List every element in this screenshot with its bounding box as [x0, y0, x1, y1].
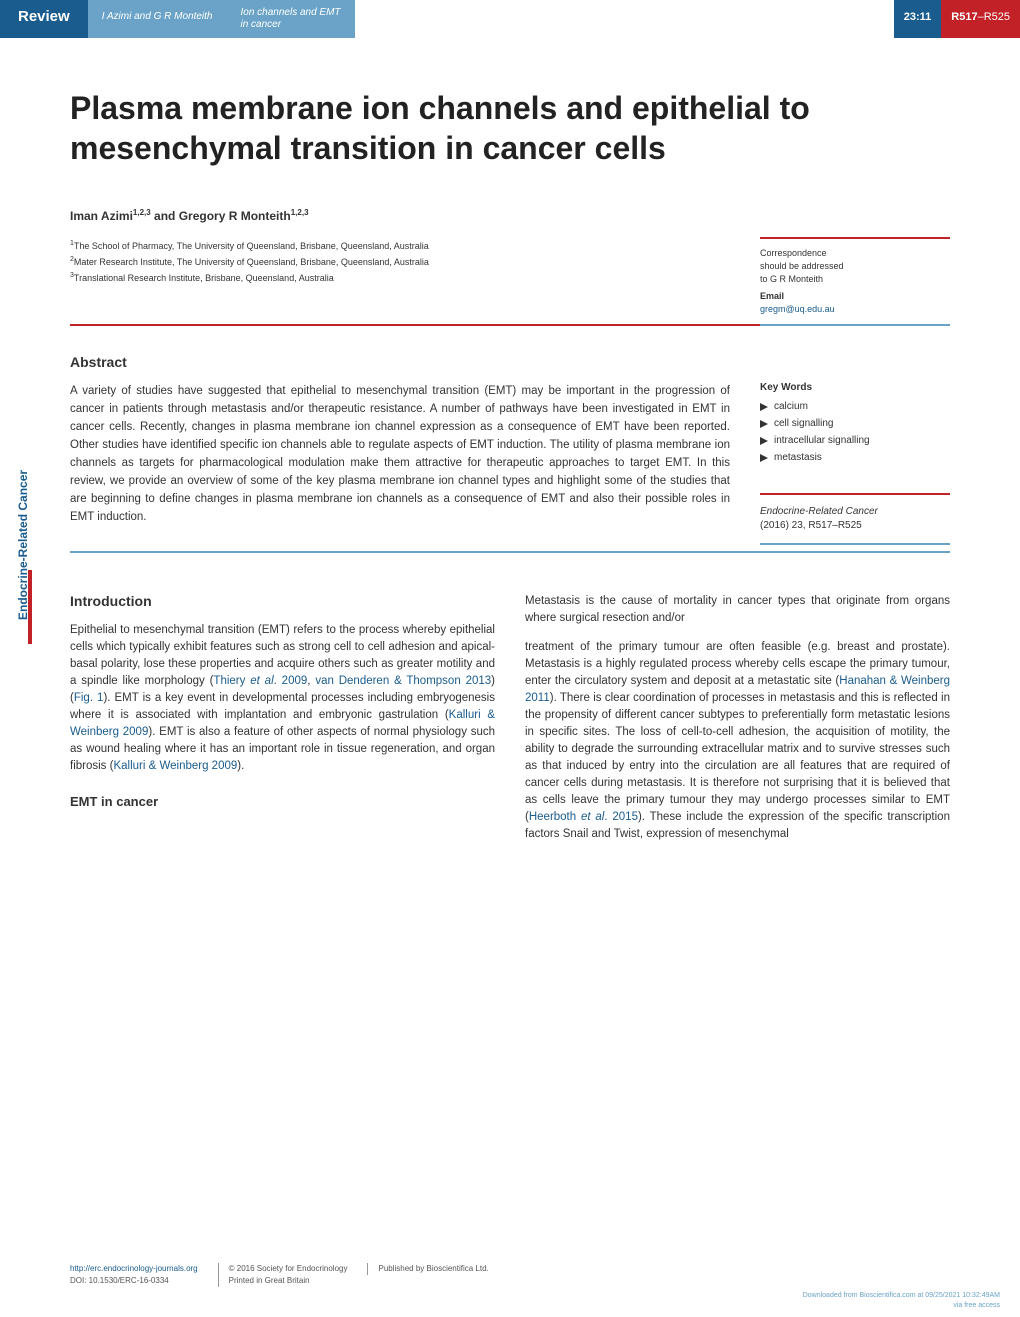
affil-2: 2Mater Research Institute, The Universit… [70, 253, 730, 269]
article-title: Plasma membrane ion channels and epithel… [70, 88, 950, 168]
footer: http://erc.endocrinology-journals.org DO… [70, 1263, 950, 1287]
header-subtitle: Ion channels and EMT in cancer [226, 0, 354, 38]
rule-blue-corr [760, 324, 950, 326]
issue-num: 23:11 [904, 11, 932, 23]
affiliations: 1The School of Pharmacy, The University … [70, 237, 730, 316]
corr-email-link[interactable]: gregm@uq.edu.au [760, 304, 835, 314]
pages-label: R517–R525 [941, 0, 1020, 38]
meta-row: 1The School of Pharmacy, The University … [70, 237, 950, 316]
affil-3: 3Translational Research Institute, Brisb… [70, 269, 730, 285]
header-bar: Review I Azimi and G R Monteith Ion chan… [0, 0, 1020, 38]
triangle-icon [760, 420, 768, 428]
corr-l1: Correspondence [760, 247, 950, 260]
keywords-title: Key Words [760, 382, 950, 393]
affil-1: 1The School of Pharmacy, The University … [70, 237, 730, 253]
keyword-1: cell signalling [774, 418, 833, 429]
correspondence-box: Correspondence should be addressed to G … [760, 237, 950, 316]
watermark-l2: via free access [803, 1301, 1000, 1311]
intro-section: Introduction Epithelial to mesenchymal t… [70, 593, 950, 843]
review-label: Review [0, 0, 88, 38]
footer-copyright-l1: © 2016 Society for Endocrinology [229, 1264, 348, 1273]
download-watermark: Downloaded from Bioscientifica.com at 09… [803, 1291, 1000, 1311]
corr-l3: to G R Monteith [760, 273, 950, 286]
watermark-l1: Downloaded from Bioscientifica.com at 09… [803, 1291, 1000, 1301]
issue-label: 23:11 [894, 0, 942, 38]
keyword-item-2: intracellular signalling [760, 435, 950, 446]
abstract-text: A variety of studies have suggested that… [70, 382, 730, 545]
abstract-row: A variety of studies have suggested that… [70, 382, 950, 545]
footer-url-link[interactable]: http://erc.endocrinology-journals.org [70, 1264, 198, 1273]
keywords-box: Key Words calcium cell signalling intrac… [760, 382, 950, 545]
triangle-icon [760, 454, 768, 462]
journal-name: Endocrine-Related Cancer [760, 505, 950, 519]
emt-subtitle: EMT in cancer [70, 793, 495, 810]
rule-blue-abstract [70, 551, 950, 553]
footer-published-cell: Published by Bioscientifica Ltd. [367, 1263, 488, 1275]
header-subtitle-l1: Ion channels and EMT [240, 7, 340, 19]
triangle-icon [760, 403, 768, 411]
footer-copyright-l2: Printed in Great Britain [229, 1276, 310, 1285]
keyword-item-0: calcium [760, 401, 950, 412]
keyword-item-1: cell signalling [760, 418, 950, 429]
header-authors-short: I Azimi and G R Monteith [88, 0, 227, 38]
page-content: Plasma membrane ion channels and epithel… [0, 38, 1020, 843]
keyword-item-3: metastasis [760, 452, 950, 463]
footer-url-cell: http://erc.endocrinology-journals.org DO… [70, 1263, 198, 1287]
keyword-3: metastasis [774, 452, 822, 463]
corr-email-label: Email [760, 290, 950, 303]
header-subtitle-l2: in cancer [240, 19, 340, 31]
intro-p1: Epithelial to mesenchymal transition (EM… [70, 622, 495, 775]
journal-ref-box: Endocrine-Related Cancer (2016) 23, R517… [760, 493, 950, 545]
intro-title: Introduction [70, 593, 495, 610]
footer-published: Published by Bioscientifica Ltd. [378, 1264, 488, 1273]
abstract-title: Abstract [70, 354, 950, 370]
journal-ref: (2016) 23, R517–R525 [760, 519, 950, 533]
corr-l2: should be addressed [760, 260, 950, 273]
page-end: –R525 [978, 11, 1010, 23]
footer-copyright-cell: © 2016 Society for Endocrinology Printed… [218, 1263, 348, 1287]
triangle-icon [760, 437, 768, 445]
page-start: R517 [951, 11, 977, 23]
keyword-2: intracellular signalling [774, 435, 870, 446]
intro-p3: treatment of the primary tumour are ofte… [525, 639, 950, 843]
side-red-bar [28, 570, 32, 644]
intro-p2: Metastasis is the cause of mortality in … [525, 593, 950, 627]
footer-doi: DOI: 10.1530/ERC-16-0334 [70, 1276, 169, 1285]
authors-line: Iman Azimi1,2,3 and Gregory R Monteith1,… [70, 208, 950, 223]
body-columns: Introduction Epithelial to mesenchymal t… [70, 593, 950, 843]
keyword-0: calcium [774, 401, 808, 412]
